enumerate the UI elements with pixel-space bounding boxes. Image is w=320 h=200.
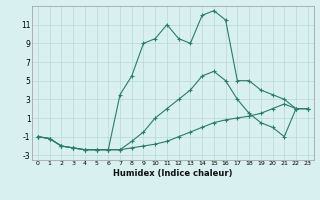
X-axis label: Humidex (Indice chaleur): Humidex (Indice chaleur) [113, 169, 233, 178]
